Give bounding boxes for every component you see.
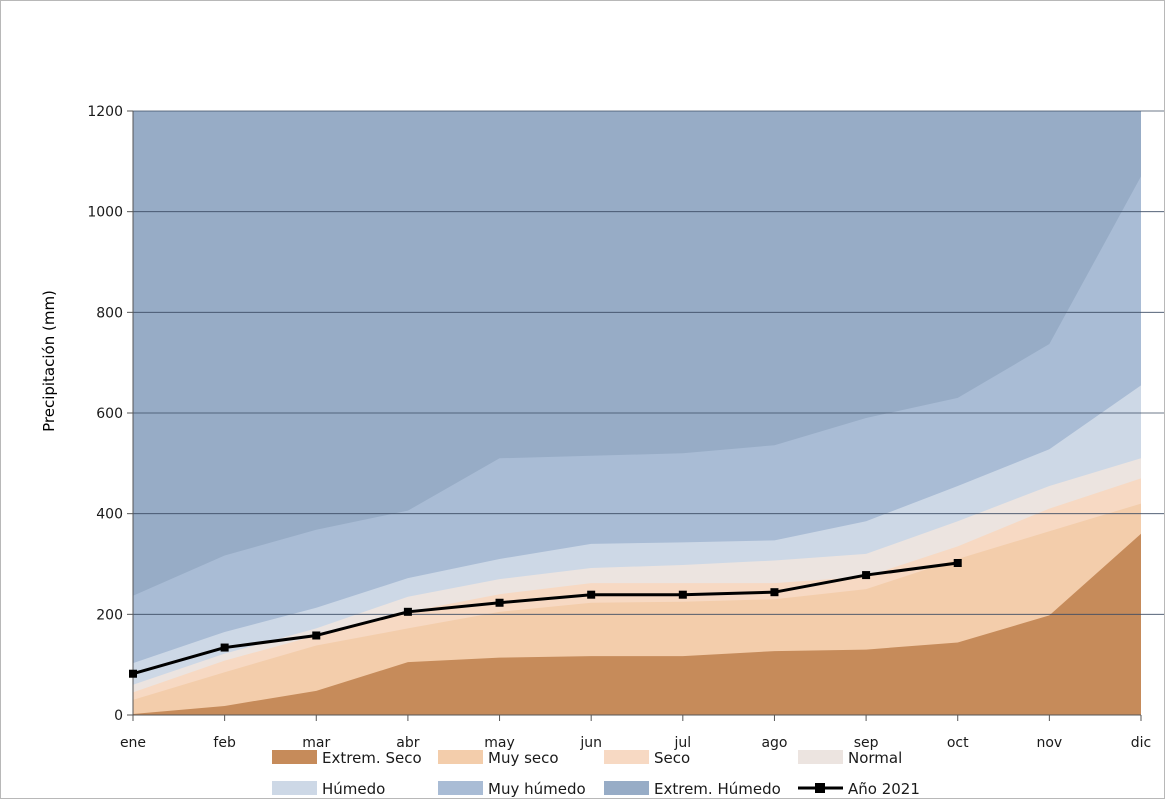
y-tick-label-200: 200 [96,607,123,623]
legend-item-normal: Normal [798,749,902,767]
legend-label-muy-humedo: Muy húmedo [488,780,586,798]
legend-item-muy-humedo: Muy húmedo [438,780,586,798]
legend-label-normal: Normal [848,749,902,767]
series-point-jul [678,590,687,599]
series-point-may [495,598,504,607]
x-tick-label-sep: sep [854,735,879,751]
x-tick-label-dic: dic [1131,735,1151,751]
series-point-abr [403,607,412,616]
axes [127,111,1141,716]
series-point-jun [587,590,596,599]
y-tick-label-0: 0 [114,708,123,724]
y-axis-label: Precipitación (mm) [40,290,58,432]
series-point-sep [862,571,871,580]
legend-item-ano-2021: Año 2021 [798,780,920,798]
legend-label-extrem-seco: Extrem. Seco [322,749,422,767]
series-point-ene [129,669,137,678]
band-area-extrem-seco [133,533,1141,715]
legend-item-extrem-humedo: Extrem. Húmedo [604,780,781,798]
legend-label-humedo: Húmedo [322,780,385,798]
legend-swatch-normal [798,750,843,764]
y-tick-label-400: 400 [96,507,123,523]
series-point-oct [953,558,962,567]
legend-label-seco: Seco [654,749,690,767]
legend-swatch-muy-humedo [438,781,483,795]
legend-swatch-muy-seco [438,750,483,764]
y-tick-label-800: 800 [96,305,123,321]
legend-item-extrem-seco: Extrem. Seco [272,749,422,767]
x-tick-label-may: may [484,735,515,751]
legend: Extrem. Seco Muy seco Seco Normal Húmedo Muy … [272,749,920,798]
x-tick-label-ago: ago [761,735,787,751]
legend-item-seco: Seco [604,749,690,767]
legend-swatch-extrem-seco [272,750,317,764]
x-tick-label-nov: nov [1036,735,1062,751]
legend-marker-ano-2021 [815,783,825,793]
gridlines [127,110,1165,716]
x-tick-label-feb: feb [213,735,236,751]
y-tick-label-600: 600 [96,406,123,422]
x-tick-label-jul: jul [673,735,691,751]
x-tick-labels: ene feb mar abr may jun jul ago sep oct nov dic [120,715,1151,751]
band-areas [133,111,1141,715]
y-tick-label-1200: 1200 [87,104,123,120]
legend-swatch-humedo [272,781,317,795]
y-tick-labels: 0 200 400 600 800 1000 1200 [87,104,123,724]
x-tick-label-mar: mar [302,735,330,751]
legend-item-muy-seco: Muy seco [438,749,559,767]
legend-swatch-seco [604,750,649,764]
series-layer [129,558,962,678]
y-tick-label-1000: 1000 [87,205,123,221]
x-tick-label-ene: ene [120,735,146,751]
series-line-ano-2021 [132,561,958,676]
legend-label-ano-2021: Año 2021 [848,780,920,798]
series-point-feb [220,643,229,652]
legend-label-extrem-humedo: Extrem. Húmedo [654,780,781,798]
x-tick-label-jun: jun [579,735,602,751]
legend-item-humedo: Húmedo [272,780,385,798]
series-point-ago [770,588,779,597]
x-tick-label-oct: oct [947,735,969,751]
legend-swatch-extrem-humedo [604,781,649,795]
series-point-mar [312,631,321,640]
x-tick-label-abr: abr [396,735,419,751]
legend-label-muy-seco: Muy seco [488,749,559,767]
